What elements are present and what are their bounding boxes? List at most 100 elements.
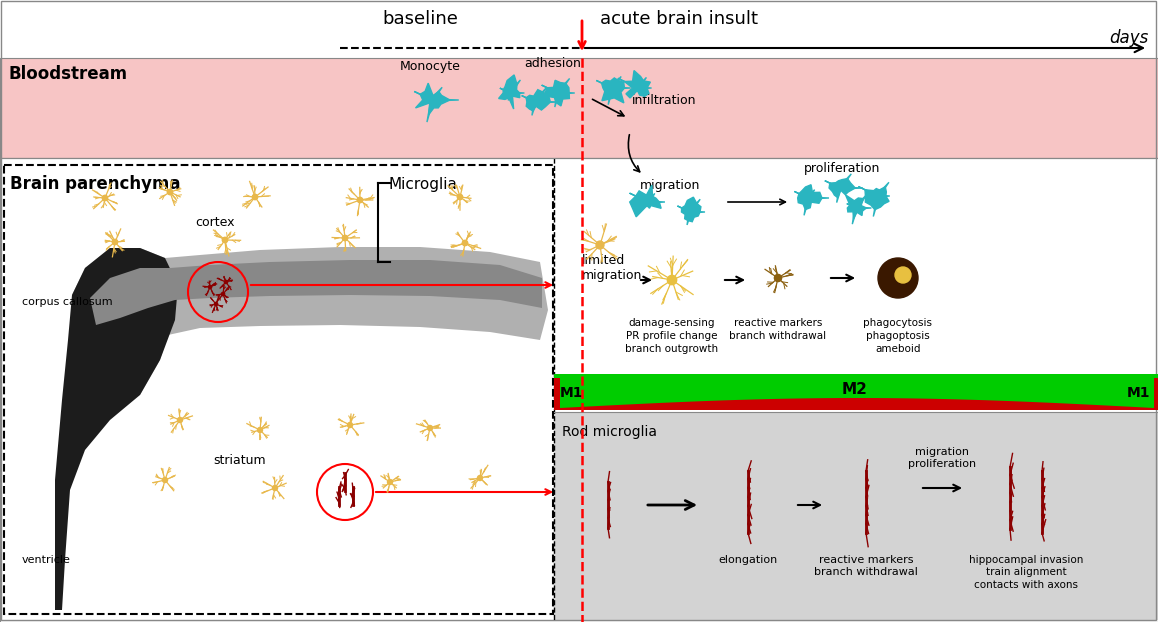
Polygon shape bbox=[611, 77, 621, 89]
Polygon shape bbox=[858, 187, 879, 197]
Polygon shape bbox=[526, 90, 550, 111]
Circle shape bbox=[272, 486, 278, 491]
Polygon shape bbox=[542, 85, 559, 94]
FancyBboxPatch shape bbox=[3, 165, 554, 614]
Polygon shape bbox=[54, 248, 178, 610]
Circle shape bbox=[667, 276, 676, 285]
Polygon shape bbox=[637, 87, 639, 91]
Polygon shape bbox=[431, 87, 442, 101]
Text: corpus callosum: corpus callosum bbox=[22, 297, 112, 307]
Text: M2: M2 bbox=[842, 383, 868, 397]
Circle shape bbox=[347, 422, 352, 427]
Text: Bloodstream: Bloodstream bbox=[8, 65, 127, 83]
Circle shape bbox=[102, 195, 108, 201]
Text: migration
proliferation: migration proliferation bbox=[908, 447, 976, 469]
Polygon shape bbox=[431, 99, 459, 101]
Circle shape bbox=[895, 267, 911, 283]
Polygon shape bbox=[807, 190, 814, 199]
Polygon shape bbox=[521, 96, 536, 103]
Polygon shape bbox=[557, 92, 574, 94]
Text: damage-sensing
PR profile change
branch outgrowth: damage-sensing PR profile change branch … bbox=[625, 318, 719, 355]
Text: infiltration: infiltration bbox=[632, 93, 696, 106]
Polygon shape bbox=[677, 206, 691, 213]
Polygon shape bbox=[846, 203, 857, 209]
FancyBboxPatch shape bbox=[554, 375, 1158, 410]
Polygon shape bbox=[837, 187, 841, 203]
Polygon shape bbox=[72, 247, 548, 395]
FancyBboxPatch shape bbox=[554, 374, 1158, 378]
Polygon shape bbox=[681, 197, 701, 221]
Polygon shape bbox=[637, 78, 646, 89]
Polygon shape bbox=[877, 195, 889, 197]
Circle shape bbox=[257, 427, 263, 432]
Text: striatum: striatum bbox=[214, 453, 266, 466]
Circle shape bbox=[167, 189, 173, 195]
Text: acute brain insult: acute brain insult bbox=[600, 10, 758, 28]
Circle shape bbox=[775, 274, 782, 282]
Polygon shape bbox=[596, 80, 613, 89]
Text: M1: M1 bbox=[1127, 386, 1150, 400]
Polygon shape bbox=[555, 92, 559, 107]
Polygon shape bbox=[416, 83, 449, 114]
Polygon shape bbox=[824, 180, 841, 189]
Polygon shape bbox=[840, 174, 851, 189]
Polygon shape bbox=[687, 211, 691, 225]
Circle shape bbox=[477, 475, 483, 481]
Polygon shape bbox=[508, 92, 511, 100]
Polygon shape bbox=[624, 70, 651, 98]
Polygon shape bbox=[532, 101, 536, 116]
Text: hippocampal invasion
train alignment
contacts with axons: hippocampal invasion train alignment con… bbox=[969, 555, 1083, 590]
Polygon shape bbox=[637, 87, 652, 89]
Polygon shape bbox=[873, 195, 879, 216]
Polygon shape bbox=[689, 211, 705, 213]
Circle shape bbox=[162, 478, 168, 483]
Polygon shape bbox=[647, 201, 665, 203]
Polygon shape bbox=[840, 187, 863, 189]
Polygon shape bbox=[865, 187, 889, 210]
Text: Microglia: Microglia bbox=[388, 177, 457, 192]
Circle shape bbox=[112, 239, 118, 244]
Polygon shape bbox=[618, 78, 639, 89]
Polygon shape bbox=[510, 80, 520, 94]
Polygon shape bbox=[611, 87, 631, 89]
Text: proliferation: proliferation bbox=[804, 162, 880, 175]
Polygon shape bbox=[510, 92, 525, 94]
Polygon shape bbox=[630, 193, 648, 203]
Polygon shape bbox=[415, 91, 433, 101]
Polygon shape bbox=[807, 197, 829, 199]
Circle shape bbox=[596, 241, 604, 249]
Polygon shape bbox=[608, 87, 613, 104]
Polygon shape bbox=[557, 78, 570, 94]
Polygon shape bbox=[852, 207, 857, 224]
Polygon shape bbox=[647, 193, 654, 203]
Polygon shape bbox=[90, 260, 542, 325]
Text: baseline: baseline bbox=[382, 10, 457, 28]
Polygon shape bbox=[877, 182, 889, 197]
Circle shape bbox=[427, 425, 433, 430]
Text: Rod microglia: Rod microglia bbox=[562, 425, 657, 439]
Text: adhesion: adhesion bbox=[525, 57, 581, 70]
Polygon shape bbox=[794, 192, 809, 199]
Circle shape bbox=[457, 194, 463, 200]
Text: days: days bbox=[1108, 29, 1148, 47]
FancyBboxPatch shape bbox=[554, 412, 1158, 620]
Polygon shape bbox=[689, 199, 701, 213]
Circle shape bbox=[214, 302, 218, 305]
Polygon shape bbox=[534, 87, 547, 103]
Polygon shape bbox=[855, 207, 872, 209]
Text: phagocytosis
phagoptosis
ameboid: phagocytosis phagoptosis ameboid bbox=[864, 318, 932, 355]
Polygon shape bbox=[845, 195, 866, 219]
Polygon shape bbox=[829, 179, 856, 198]
Circle shape bbox=[388, 480, 393, 485]
Text: Brain parenchyma: Brain parenchyma bbox=[10, 175, 181, 193]
Circle shape bbox=[462, 240, 468, 246]
Polygon shape bbox=[500, 88, 511, 94]
Polygon shape bbox=[499, 75, 520, 109]
Polygon shape bbox=[804, 197, 809, 215]
Circle shape bbox=[225, 281, 228, 284]
Text: M1: M1 bbox=[560, 386, 584, 400]
Circle shape bbox=[221, 292, 225, 295]
Circle shape bbox=[358, 197, 362, 203]
Circle shape bbox=[252, 194, 258, 200]
Polygon shape bbox=[855, 194, 867, 209]
